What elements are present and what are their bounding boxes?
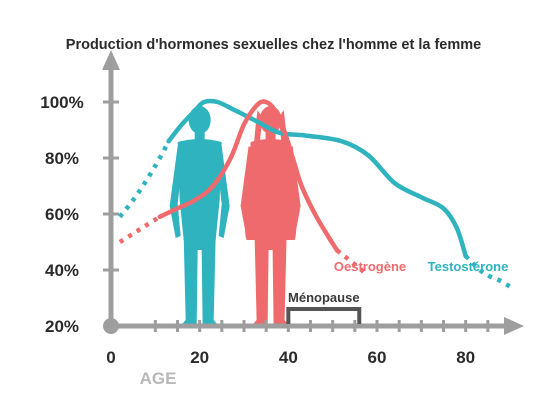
axis-origin-dot [103,318,119,334]
chart-labels: Oestrogène Testostérone Ménopause [286,259,509,324]
testosterone-line [166,98,468,259]
oestrogene-label: Oestrogène [334,259,406,274]
woman-silhouette [240,106,301,327]
oestrogene-dotted-start [118,214,161,244]
x-tick-label: 20 [190,348,209,367]
y-tick-label: 20% [45,317,79,336]
x-axis-arrow [504,317,524,335]
axes: 20% 40% 60% 80% 100% 0 20 40 60 80 AGE [40,50,524,388]
testosterone-dotted-end [464,254,512,289]
chart-title: Production d'hormones sexuelles chez l'h… [65,37,482,53]
testosterone-label: Testostérone [428,259,509,274]
menopause-bracket [286,307,362,324]
x-tick-label: 40 [279,348,298,367]
y-tick-label: 100% [40,93,83,112]
oestrogene-line [157,99,340,253]
y-tick-label: 80% [45,149,79,168]
y-tick-label: 60% [45,205,79,224]
testosterone-dotted-start [118,140,171,219]
oestrogene-dotted-end [335,248,370,278]
x-tick-label: 60 [368,348,387,367]
y-tick-label: 40% [45,261,79,280]
y-axis-arrow [102,50,120,70]
x-tick-label: 0 [106,348,115,367]
menopause-label: Ménopause [288,290,360,305]
man-silhouette [169,106,230,327]
human-silhouettes [169,106,301,327]
series-lines [118,98,512,289]
x-tick-label: 80 [456,348,475,367]
x-axis-title: AGE [140,369,177,388]
